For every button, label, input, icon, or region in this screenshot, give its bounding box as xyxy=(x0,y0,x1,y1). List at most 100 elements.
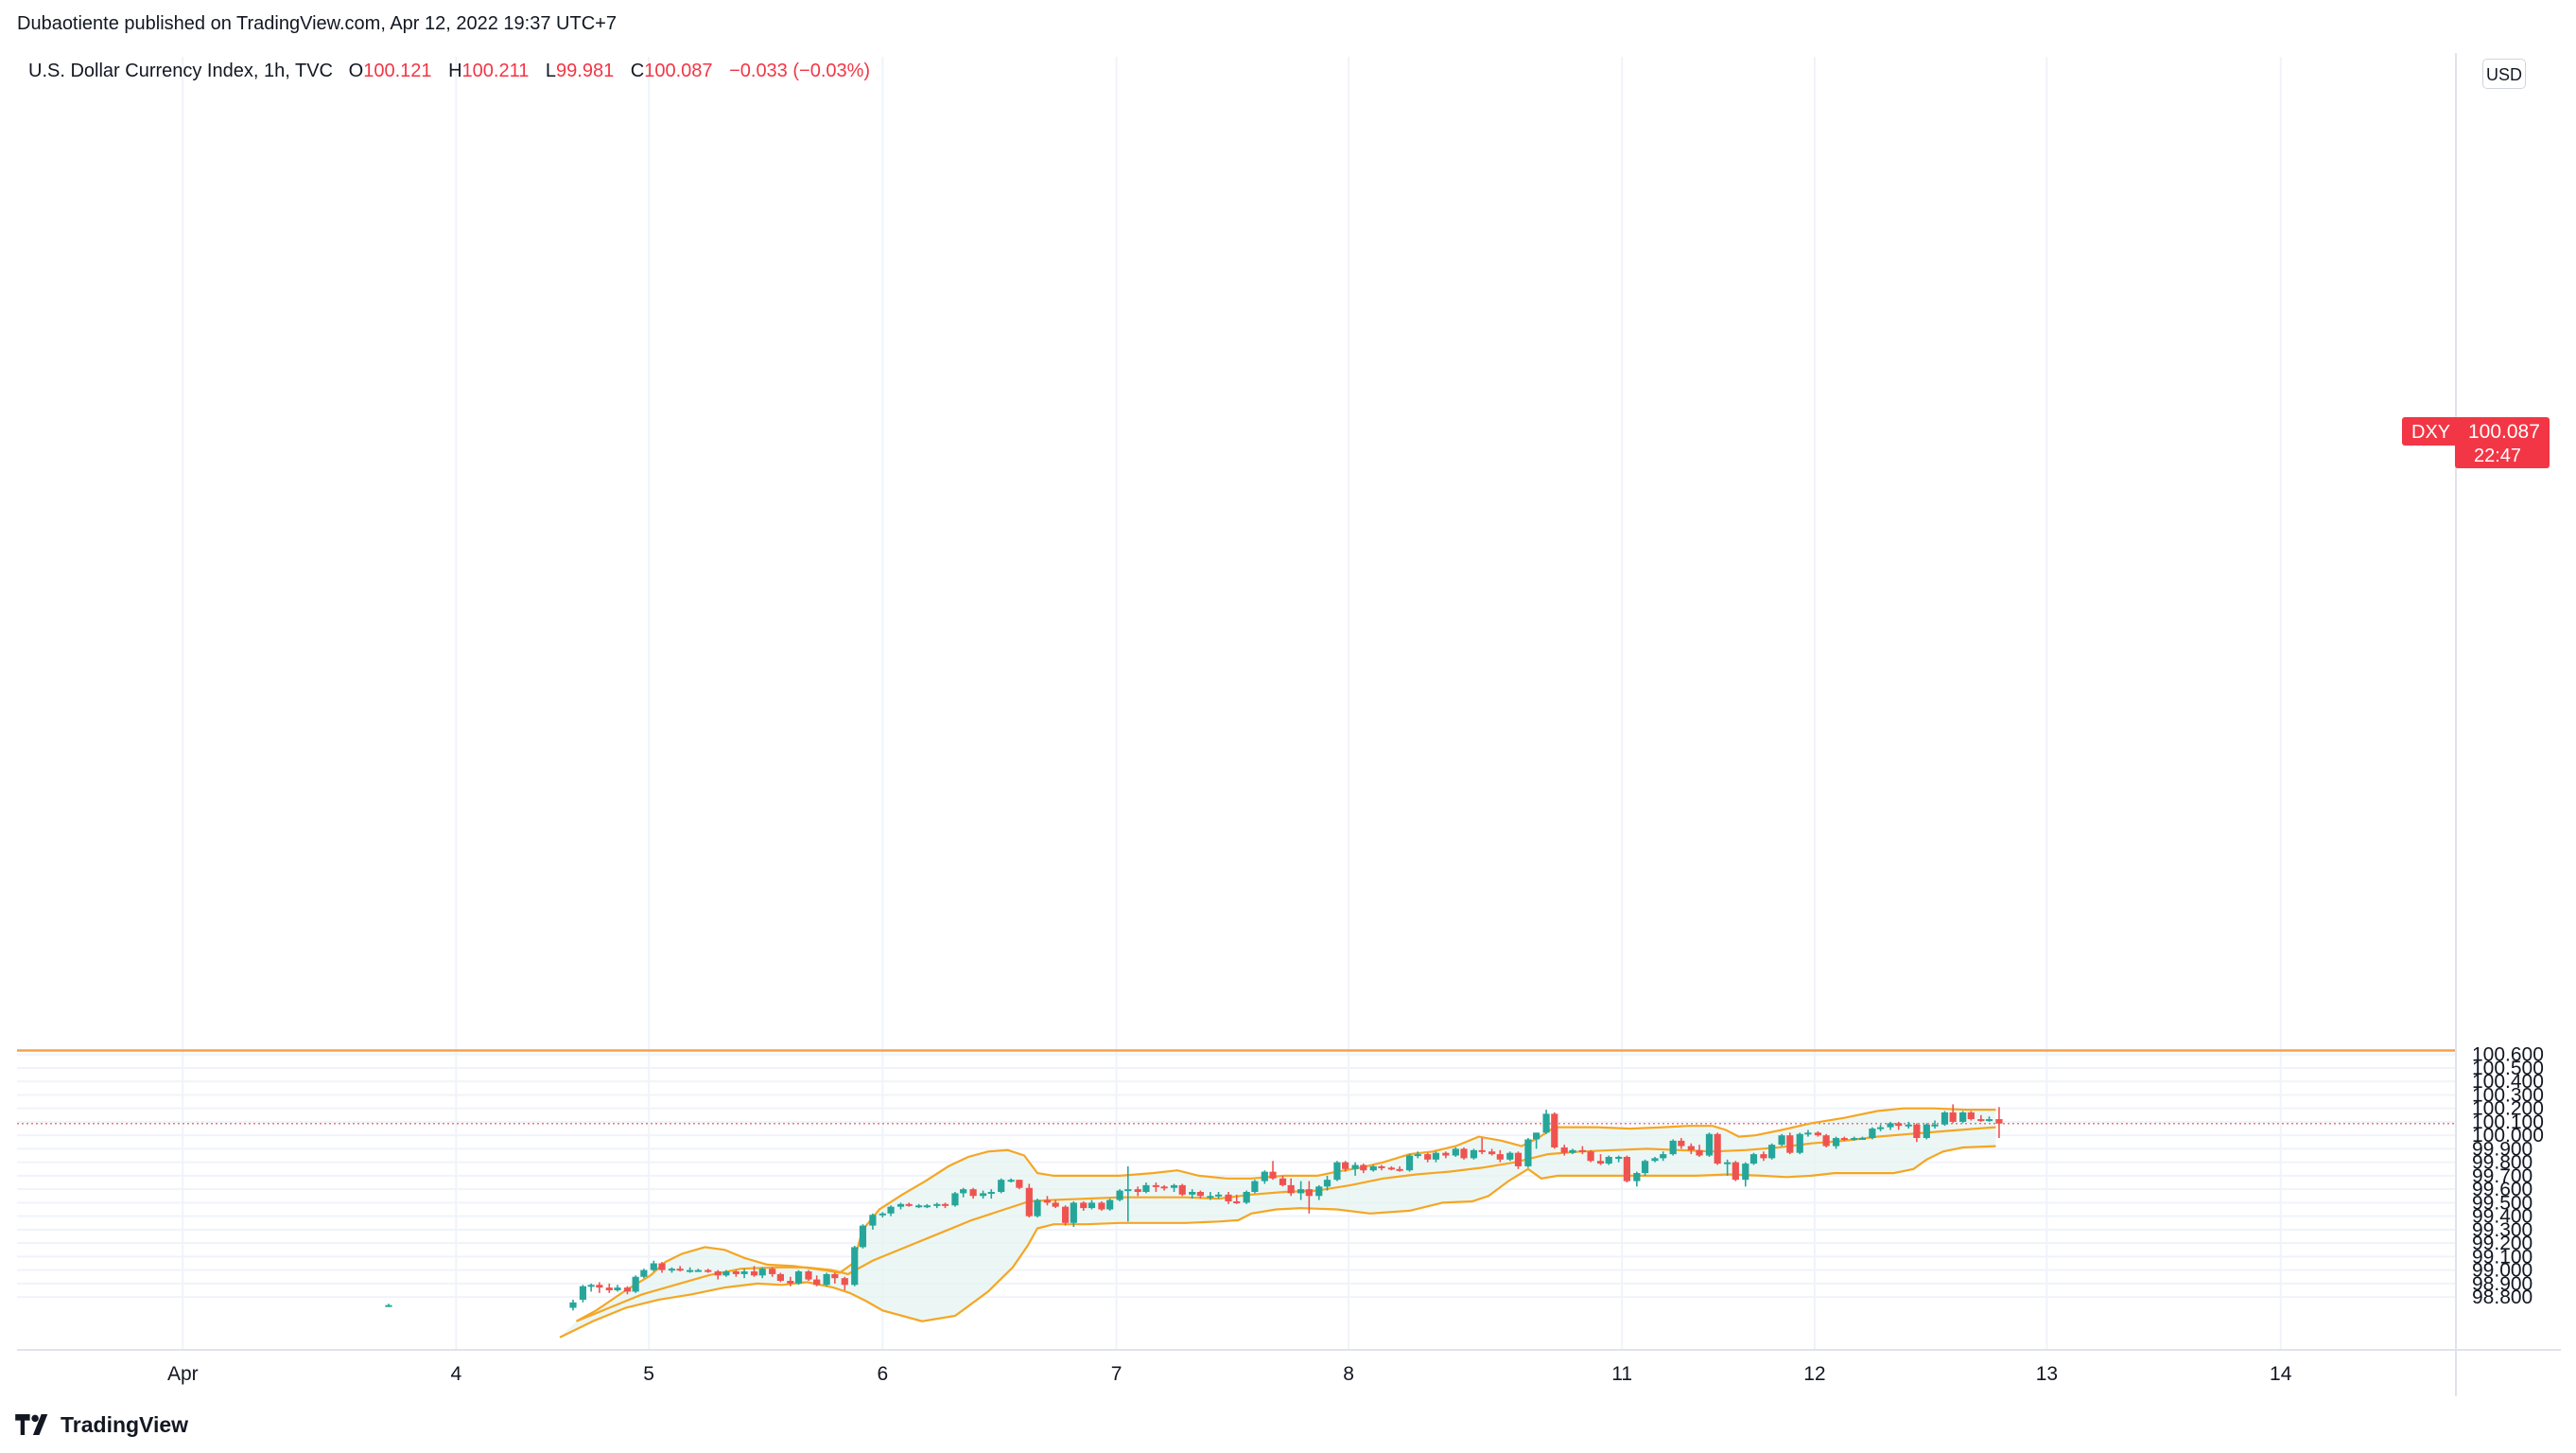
candle xyxy=(1959,1111,1967,1124)
candle xyxy=(650,1260,657,1272)
candle xyxy=(1941,1111,1949,1127)
tradingview-brand: TradingView xyxy=(61,1411,189,1437)
candle-body xyxy=(1724,1162,1732,1164)
candle xyxy=(1287,1178,1295,1197)
candle-body xyxy=(1124,1189,1132,1192)
candle-body xyxy=(623,1287,632,1292)
candle xyxy=(740,1269,748,1279)
candle xyxy=(1596,1154,1605,1165)
candle-body xyxy=(1369,1165,1377,1171)
candle xyxy=(1858,1136,1867,1141)
candle xyxy=(1315,1184,1323,1200)
time-axis[interactable]: Apr 4 5 6 7 8 11 12 13 14 xyxy=(167,1363,2292,1385)
candle xyxy=(1460,1147,1468,1160)
candle-body xyxy=(776,1273,784,1282)
candle-body xyxy=(1760,1154,1767,1159)
candle-body xyxy=(1225,1194,1232,1201)
candle-body xyxy=(941,1203,949,1206)
candle-body xyxy=(998,1180,1005,1192)
price-tick-label: 99.000 xyxy=(2472,1260,2532,1282)
candle xyxy=(605,1283,613,1293)
candle xyxy=(1405,1154,1414,1172)
candle xyxy=(1560,1145,1568,1156)
candle-body xyxy=(1832,1138,1840,1147)
legend-high-value: 100.211 xyxy=(461,61,530,81)
candle-body xyxy=(1160,1186,1168,1189)
candle xyxy=(1796,1132,1803,1155)
candle-body xyxy=(951,1193,959,1206)
candle-body xyxy=(851,1247,859,1286)
candle xyxy=(579,1285,587,1303)
candle xyxy=(1822,1133,1830,1147)
candle xyxy=(1488,1148,1496,1156)
candle-body xyxy=(1768,1145,1776,1159)
candle xyxy=(1196,1190,1205,1199)
candle xyxy=(687,1267,694,1273)
candle-body xyxy=(1305,1189,1313,1197)
candle xyxy=(1378,1164,1385,1171)
price-tick-label: 100.500 xyxy=(2472,1058,2544,1079)
legend-symbol[interactable]: U.S. Dollar Currency Index, 1h, TVC xyxy=(28,61,333,81)
candle xyxy=(1678,1138,1685,1149)
candle-body xyxy=(794,1271,803,1284)
candle-body xyxy=(1669,1140,1677,1155)
candle xyxy=(1895,1121,1903,1130)
currency-button[interactable]: USD xyxy=(2482,59,2526,89)
candle xyxy=(1025,1183,1033,1218)
candle-body xyxy=(1025,1187,1033,1217)
price-axis-border xyxy=(2455,53,2457,1396)
candle xyxy=(1923,1123,1930,1140)
candle-body xyxy=(740,1271,748,1274)
candle-body xyxy=(1062,1206,1070,1223)
candle xyxy=(1452,1147,1459,1157)
candle xyxy=(1887,1121,1894,1130)
badge-price: 100.087 xyxy=(2468,421,2540,443)
candle-body xyxy=(1052,1202,1059,1207)
candle xyxy=(1506,1151,1514,1162)
candle xyxy=(694,1269,702,1272)
candle xyxy=(1323,1175,1332,1191)
candle xyxy=(823,1272,830,1287)
candle-body xyxy=(831,1273,839,1279)
candle-body xyxy=(1551,1113,1558,1147)
candle-body xyxy=(1043,1199,1052,1203)
candle xyxy=(1804,1129,1812,1137)
candle xyxy=(1913,1123,1921,1143)
candle-body xyxy=(1261,1171,1268,1182)
candle xyxy=(596,1282,603,1293)
candle xyxy=(1714,1132,1721,1165)
candle xyxy=(1134,1186,1141,1197)
candle-body xyxy=(668,1269,676,1271)
candle-body xyxy=(1470,1149,1478,1159)
candle-body xyxy=(869,1215,877,1226)
badge-symbol: DXY xyxy=(2411,422,2450,443)
candle-body xyxy=(1424,1154,1432,1160)
candle xyxy=(1178,1183,1186,1197)
candle-body xyxy=(1533,1132,1540,1140)
tradingview-logo[interactable]: TradingView xyxy=(15,1409,188,1440)
candle xyxy=(1351,1162,1359,1176)
candle-body xyxy=(1070,1202,1077,1223)
candle xyxy=(1851,1136,1858,1141)
candle xyxy=(750,1266,758,1277)
candle xyxy=(851,1245,859,1287)
legend-open-value: 100.121 xyxy=(363,61,432,81)
candle-body xyxy=(1152,1184,1159,1187)
candle xyxy=(1651,1156,1659,1163)
candle-body xyxy=(569,1302,577,1308)
candle xyxy=(1470,1148,1478,1160)
candle-body xyxy=(1959,1112,1967,1122)
candle xyxy=(1279,1175,1287,1187)
candle xyxy=(1189,1189,1196,1199)
candle-body xyxy=(859,1225,867,1248)
time-tick-label: Apr xyxy=(167,1363,199,1385)
chart-grid xyxy=(17,57,2455,1349)
price-tick-label: 98.900 xyxy=(2472,1273,2532,1295)
legend-close-value: 100.087 xyxy=(644,61,713,81)
candle-body xyxy=(1895,1123,1903,1127)
candle xyxy=(1641,1159,1649,1176)
candle-body xyxy=(1949,1112,1957,1122)
candle xyxy=(1070,1200,1077,1228)
